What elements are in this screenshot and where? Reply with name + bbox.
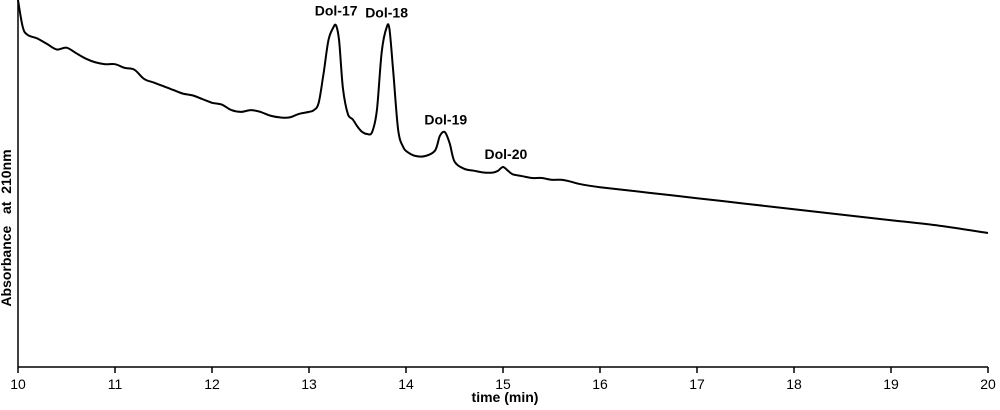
x-tick-label: 10	[10, 376, 26, 392]
x-axis-label: time (min)	[471, 389, 539, 405]
series-line	[17, 0, 989, 234]
x-tick-label: 12	[204, 376, 220, 392]
x-tick-label: 17	[689, 376, 705, 392]
x-tick-label: 20	[980, 376, 996, 392]
y-axis-label: Absorbance at 210nm	[0, 149, 14, 307]
peak-label: Dol-19	[424, 111, 467, 127]
x-tick-label: 15	[495, 376, 511, 392]
peak-label: Dol-18	[365, 5, 408, 21]
peak-label: Dol-17	[315, 3, 358, 19]
x-tick-label: 14	[398, 376, 414, 392]
peak-label: Dol-20	[485, 146, 528, 162]
x-tick-label: 16	[592, 376, 608, 392]
x-tick-label: 19	[883, 376, 899, 392]
x-tick-label: 11	[108, 376, 123, 392]
x-tick-label: 13	[301, 376, 317, 392]
x-tick-label: 18	[786, 376, 802, 392]
